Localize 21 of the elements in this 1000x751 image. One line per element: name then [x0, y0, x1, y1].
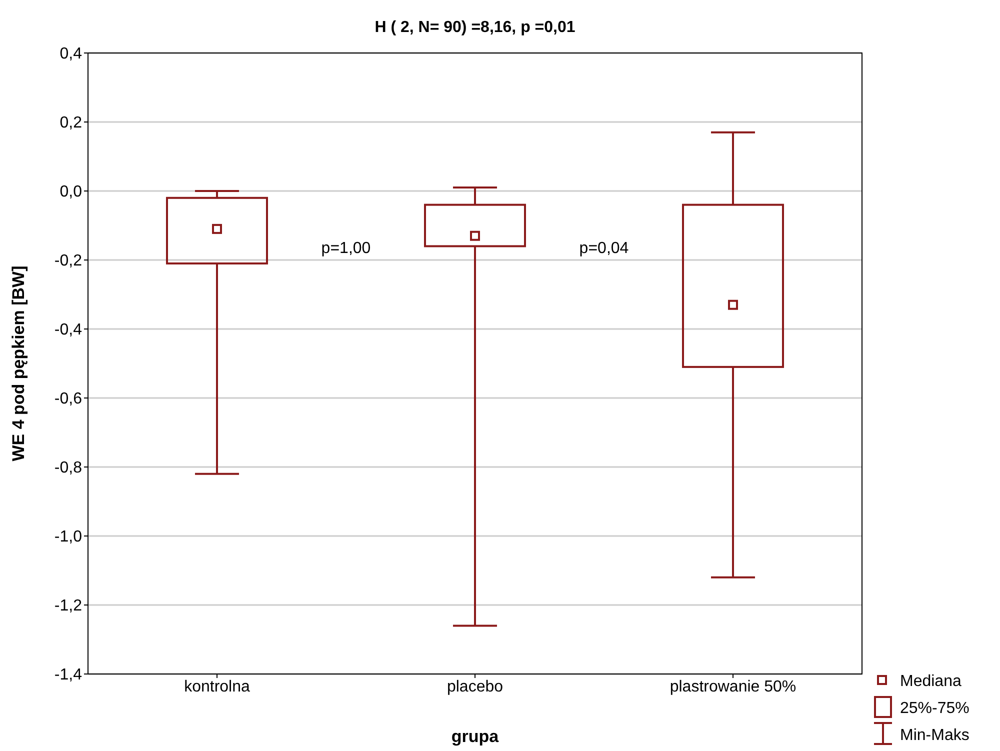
- y-tick-label: -1,0: [54, 528, 82, 546]
- text: Min-Maks: [900, 727, 970, 744]
- chart-title: H ( 2, N= 90) =8,16, p =0,01: [374, 19, 576, 36]
- annotation: p=1,00: [321, 240, 371, 258]
- y-tick-label: -0,8: [54, 460, 82, 477]
- y-tick-label: 0,4: [60, 46, 82, 63]
- y-tick-label: -0,4: [54, 322, 82, 339]
- x-tick-label: plastrowanie 50%: [670, 678, 796, 696]
- y-tick-label: -1,2: [54, 598, 82, 615]
- y-axis-title: WE 4 pod pępkiem [BW]: [9, 266, 28, 462]
- text: 25%-75%: [900, 700, 970, 717]
- y-tick-label: 0,0: [60, 184, 82, 201]
- y-tick-label: -1,4: [54, 666, 82, 684]
- x-tick-label: placebo: [446, 678, 504, 696]
- y-tick-label: -0,2: [54, 252, 82, 270]
- x-tick-label: kontrolna: [184, 678, 250, 696]
- y-tick-label: -0,6: [54, 390, 82, 408]
- text: Mediana: [900, 673, 962, 690]
- annotation: p=0,04: [579, 240, 629, 258]
- y-tick-label: 0,2: [60, 114, 82, 132]
- x-axis-title: grupa: [451, 727, 500, 746]
